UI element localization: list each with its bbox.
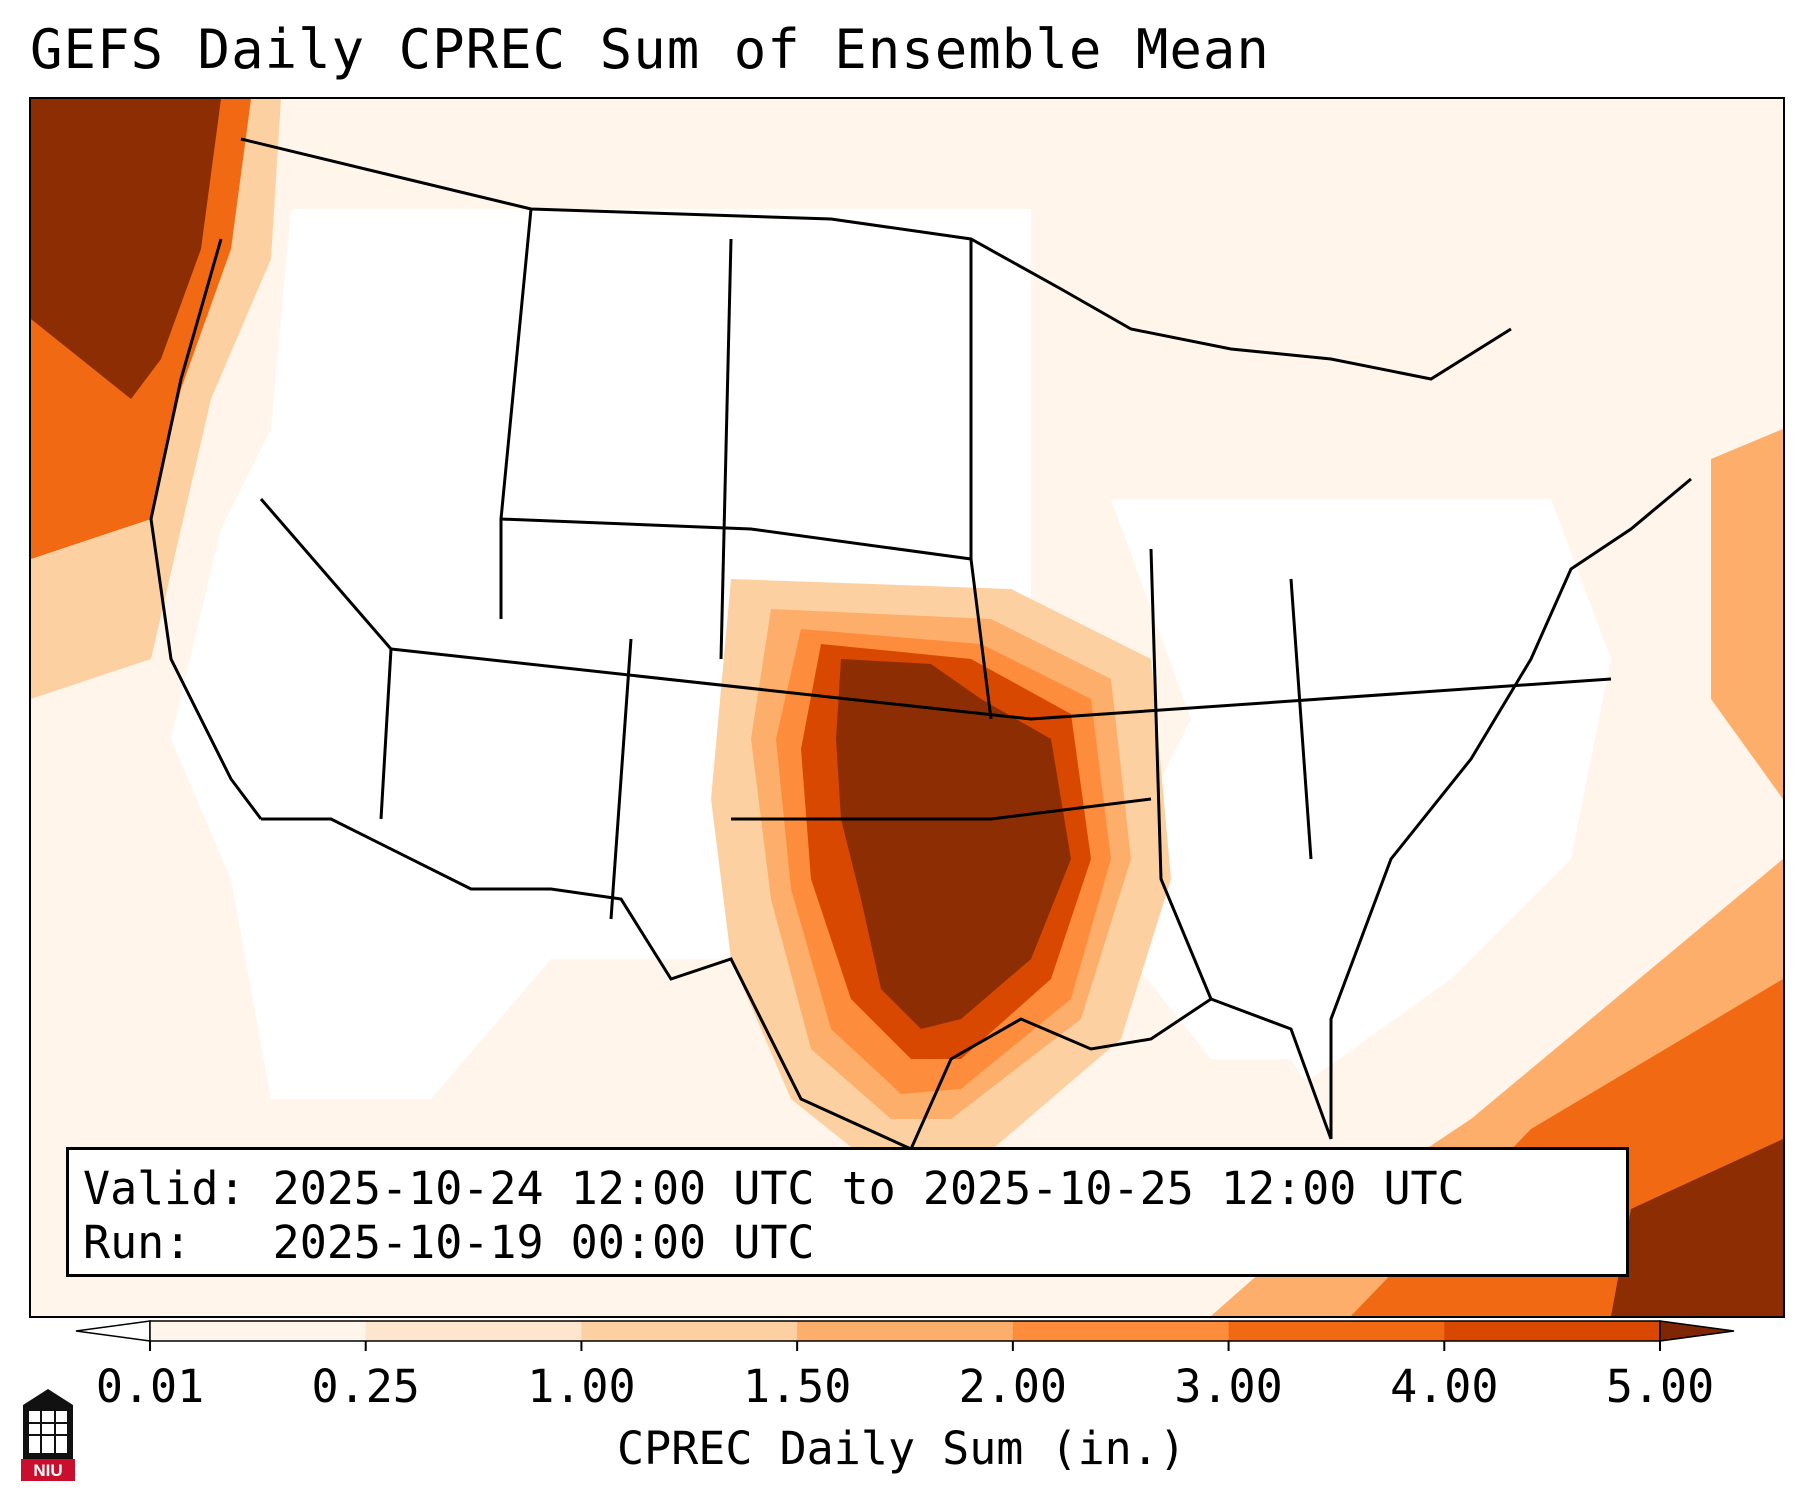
colorbar-tick-label: 3.00 [1174,1360,1283,1413]
precip-pnw-core [31,99,221,399]
colorbar-tick-label: 5.00 [1605,1360,1715,1413]
colorbar-tick-label: 2.00 [958,1360,1068,1413]
run-label: Run: [83,1216,192,1269]
west-coast [149,238,263,820]
state-line-8 [1289,578,1313,860]
valid-label: Valid: [83,1162,246,1215]
east-coast [1329,477,1692,1139]
precip-ne-offshore [1711,429,1783,799]
colorbar-under-arrow [75,1320,151,1342]
logo-text: NIU [33,1461,62,1480]
valid-value: 2025-10-24 12:00 UTC to 2025-10-25 12:00… [272,1162,1465,1215]
map-canvas [31,99,1783,1316]
logo-window [29,1411,67,1453]
colorbar-segment [365,1321,582,1341]
dry-region-west [171,209,1031,1099]
state-line-5 [969,239,993,720]
colorbar-segment [581,1321,798,1341]
niu-logo: NIU [21,1389,75,1481]
heavy-precip-core [836,659,1071,1029]
colorbar-outline [149,1320,1661,1342]
colorbar-tick-label: 0.25 [311,1360,420,1413]
colorbar-label: CPREC Daily Sum (in.) [617,1422,1186,1475]
colorbar-tick-label: 4.00 [1390,1360,1499,1413]
us-mexico-border [261,817,912,1151]
political-borders [149,137,1692,1151]
us-canada-border [240,137,1512,381]
state-line-10 [609,638,633,920]
precip-atlantic-core [1611,1139,1783,1316]
map-title: GEFS Daily CPREC Sum of Ensemble Mean [30,18,1270,81]
run-value: 2025-10-19 00:00 UTC [272,1216,815,1269]
colorbar-tick-label: 0.01 [95,1360,205,1413]
colorbar-segment [797,1321,1014,1341]
dry-region-east [1111,499,1611,1079]
colorbar-segment [1012,1321,1230,1341]
state-line-4 [500,517,972,561]
state-line-3 [390,647,1612,721]
state-line-7 [1149,548,1213,1000]
colorbar-over-arrow [1659,1320,1735,1342]
colorbar-tick-label: 1.50 [742,1360,852,1413]
colorbar [75,1320,1735,1351]
gulf-coast [909,997,1333,1150]
logo-banner [21,1459,75,1481]
precipitation-map [29,97,1785,1318]
colorbar-segment [1228,1321,1445,1341]
colorbar-segment [150,1321,367,1341]
state-line-2 [719,238,733,660]
colorbar-segment [1444,1321,1661,1341]
state-line-9 [259,498,393,820]
validity-info-box: Valid: 2025-10-24 12:00 UTC to 2025-10-2… [66,1147,1629,1277]
colorbar-tick-label: 1.00 [527,1360,636,1413]
state-line-6 [731,797,1152,821]
